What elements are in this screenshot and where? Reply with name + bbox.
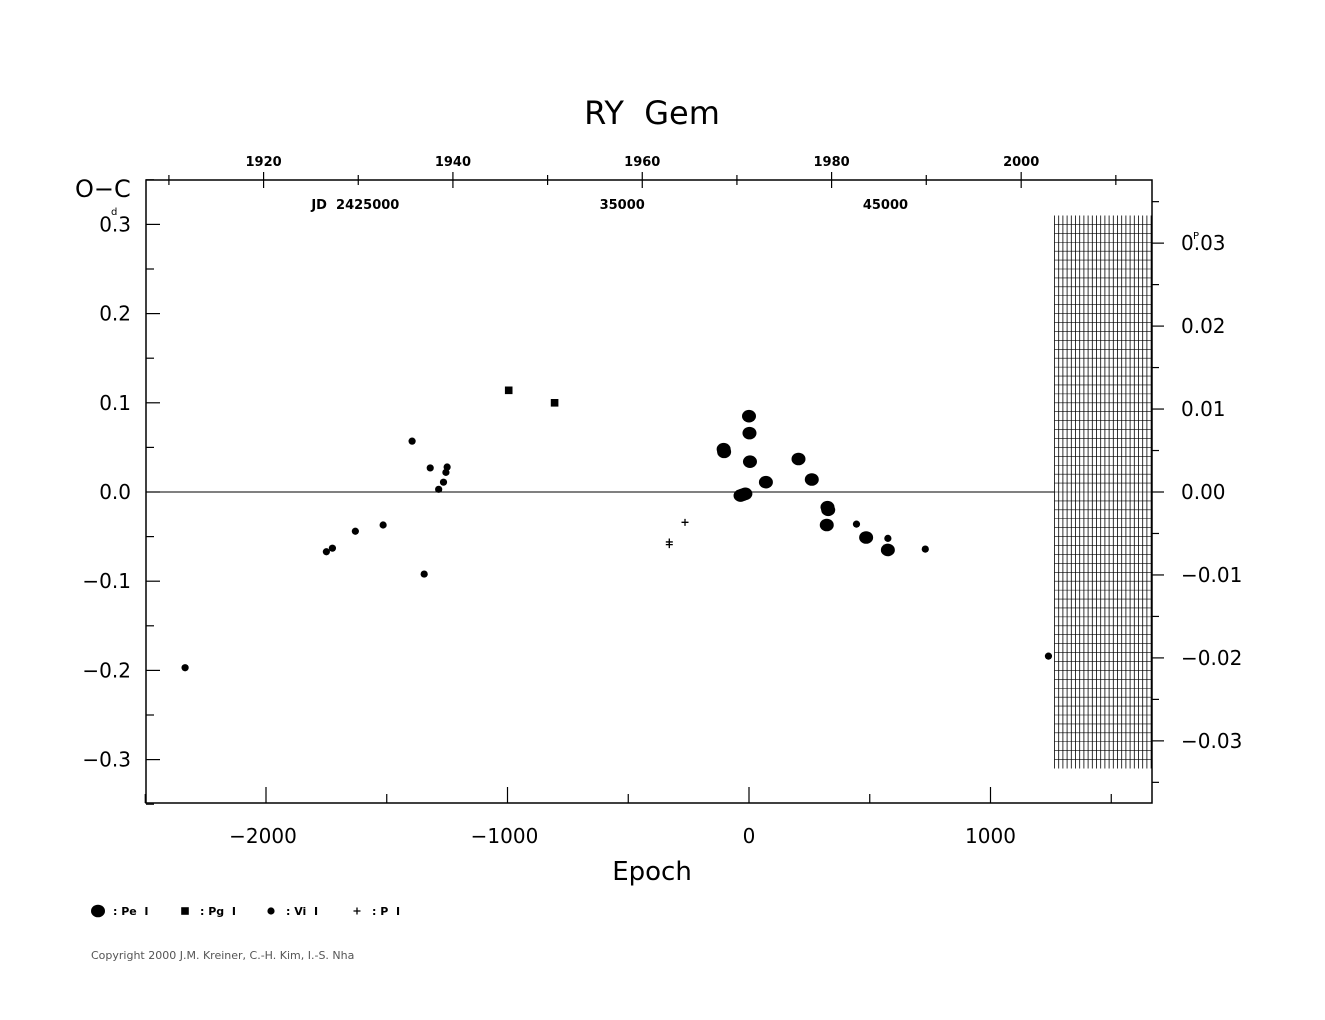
- y-axis-unit: d: [111, 207, 117, 218]
- right-tick-label: 0.01: [1181, 397, 1226, 421]
- top-year-label: 1980: [813, 155, 849, 170]
- jd-label: 45000: [863, 198, 908, 213]
- legend-marker-square: [181, 907, 189, 915]
- data-point-pe: [738, 487, 753, 501]
- y-tick-label: 0.3: [99, 212, 131, 236]
- data-point-pg: [504, 386, 513, 395]
- data-point-pe: [821, 503, 836, 517]
- x-tick-label: 1000: [965, 824, 1016, 848]
- jd-label: 35000: [600, 198, 645, 213]
- data-point-pe: [758, 475, 773, 489]
- data-point-vi: [884, 534, 892, 542]
- y-tick-label: −0.1: [82, 569, 131, 593]
- data-point-pe: [742, 455, 757, 468]
- data-point-vi: [379, 521, 387, 529]
- x-tick-label: −1000: [471, 824, 539, 848]
- data-point-vi: [442, 468, 450, 476]
- y-axis-label: O−C: [75, 175, 131, 203]
- data-points: [181, 386, 1053, 672]
- data-point-pe: [819, 518, 834, 532]
- right-tick-label: −0.01: [1181, 563, 1242, 587]
- legend-label: : P I: [372, 905, 400, 918]
- data-point-pg: [550, 399, 559, 407]
- x-tick-label: 0: [743, 824, 756, 848]
- data-point-vi: [351, 527, 359, 535]
- data-point-p: [665, 541, 673, 549]
- data-point-p: [681, 518, 689, 526]
- y-tick-label: 0.0: [99, 480, 131, 504]
- legend-label: : Pg I: [200, 905, 236, 918]
- data-point-vi: [921, 545, 929, 553]
- data-point-pe: [880, 543, 895, 557]
- data-point-vi: [181, 664, 189, 672]
- top-year-label: 1920: [245, 155, 281, 170]
- right-tick-label: 0.02: [1181, 314, 1226, 338]
- data-point-vi: [852, 520, 861, 528]
- data-point-vi: [426, 464, 434, 472]
- y-tick-label: 0.1: [99, 391, 131, 415]
- data-point-vi: [420, 570, 428, 578]
- period-grid-region: [1054, 215, 1152, 769]
- data-point-vi: [408, 437, 416, 445]
- right-tick-label: 0.00: [1181, 480, 1226, 504]
- data-point-pe: [717, 445, 732, 459]
- data-point-pe: [742, 426, 757, 440]
- data-point-vi: [439, 478, 448, 486]
- tick-labels: −2000 −1000 0 1000 0.3 0.2 0.1 0.0 −0.1 −0.2 −0.3 0…: [82, 155, 1242, 848]
- data-point-vi: [435, 485, 443, 493]
- copyright-text: Copyright 2000 J.M. Kreiner, C.-H. Kim, …: [91, 949, 355, 962]
- data-point-pe: [791, 452, 806, 466]
- data-point-vi: [322, 548, 330, 556]
- data-point-pe: [804, 473, 819, 486]
- data-point-pe: [859, 531, 874, 544]
- legend-label: : Pe I: [113, 905, 149, 918]
- legend-marker-small-dot: [267, 907, 275, 915]
- top-year-label: 1940: [435, 155, 471, 170]
- legend: : Pe I : Pg I : Vi I : P I: [91, 904, 400, 918]
- right-tick-label: −0.02: [1181, 646, 1242, 670]
- chart-title: RY Gem: [584, 94, 720, 132]
- y-tick-label: −0.3: [82, 748, 131, 772]
- x-tick-label: −2000: [229, 824, 297, 848]
- legend-label: : Vi I: [286, 905, 318, 918]
- axis-ticks: [144, 172, 1164, 805]
- x-axis-label: Epoch: [612, 857, 692, 887]
- right-tick-label: −0.03: [1181, 729, 1242, 753]
- data-point-vi: [328, 544, 337, 552]
- data-point-vi: [443, 463, 451, 471]
- y-tick-label: 0.2: [99, 302, 131, 326]
- data-point-vi: [1044, 652, 1053, 660]
- top-year-label: 2000: [1003, 155, 1039, 170]
- top-year-label: 1960: [624, 155, 660, 170]
- jd-label: JD 2425000: [310, 198, 399, 213]
- right-axis-unit: P: [1193, 231, 1199, 242]
- data-point-pe: [742, 409, 756, 423]
- legend-marker-big-dot: [91, 904, 105, 918]
- legend-marker-plus: [353, 907, 361, 915]
- right-tick-label: 0.03: [1181, 231, 1226, 255]
- y-tick-label: −0.2: [82, 658, 131, 682]
